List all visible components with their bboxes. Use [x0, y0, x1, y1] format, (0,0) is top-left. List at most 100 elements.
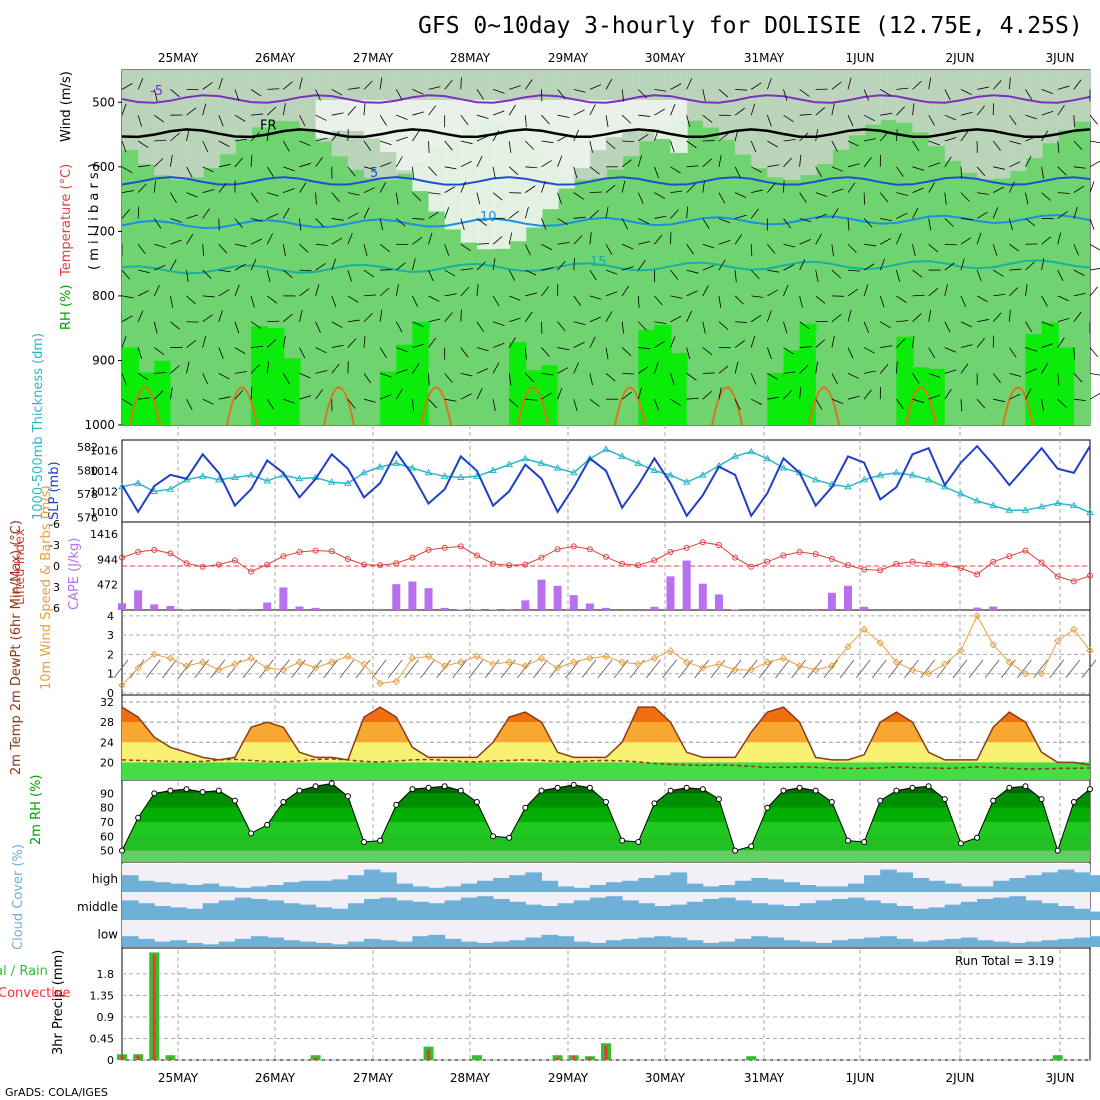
- wind-barb: [347, 192, 360, 196]
- wind-barb: [379, 243, 390, 252]
- precip-tick: 1.35: [90, 989, 115, 1002]
- wind-barb-10m: [178, 659, 193, 679]
- wind-barb: [202, 103, 207, 116]
- cloud-low-bar: [251, 936, 268, 947]
- wind-barb: [170, 154, 173, 167]
- cloud-middle-bar: [364, 899, 381, 920]
- wind-barb: [799, 218, 812, 223]
- wind-barb: [444, 166, 457, 170]
- wind-marker: [537, 654, 546, 662]
- wind-barb: [121, 209, 131, 219]
- wind-barb: [896, 398, 904, 410]
- lifted-marker: [812, 551, 819, 558]
- wind-barb: [315, 218, 325, 228]
- rh-marker: [538, 787, 545, 794]
- wind-barb: [186, 295, 196, 305]
- wind-barb: [1009, 287, 1019, 297]
- wind-barb: [734, 129, 739, 142]
- wind-barb: [202, 269, 212, 279]
- wind-barb: [250, 238, 263, 245]
- wind-barb: [234, 157, 244, 168]
- wind-barb: [799, 154, 802, 167]
- wind-barb: [783, 180, 785, 193]
- cloud-high-bar: [170, 883, 188, 892]
- lifted-marker: [683, 544, 690, 551]
- wind-barb: [1057, 337, 1065, 348]
- wind-barb: [234, 371, 247, 374]
- lifted-tick: -3: [49, 539, 60, 552]
- cape-bar: [650, 606, 659, 610]
- cloud-middle-bar: [541, 906, 559, 920]
- rh-moist-column: [1057, 347, 1075, 425]
- precip-total-bar: [1052, 1055, 1063, 1060]
- wind-barb: [347, 338, 357, 348]
- wind-barb: [960, 218, 973, 221]
- wind-barb: [557, 242, 570, 245]
- rh-moist-column: [315, 350, 333, 425]
- wind-barb: [928, 347, 936, 359]
- cloud-high-bar: [444, 886, 462, 892]
- wind-barb: [573, 321, 586, 326]
- wind-barb: [218, 244, 228, 254]
- wind-barb: [347, 87, 360, 90]
- wind-barb: [993, 166, 1006, 170]
- rh-dry-band: [218, 70, 236, 155]
- wind-barb: [815, 233, 822, 245]
- cape-bar: [279, 587, 288, 610]
- cloud-low-bar: [993, 941, 1010, 947]
- wind-barb: [912, 269, 923, 278]
- wind-barb: [1008, 309, 1011, 322]
- wind-barb: [444, 269, 456, 277]
- wind-barb: [718, 321, 729, 330]
- wind-barb: [396, 136, 408, 142]
- wind-barb: [847, 269, 860, 272]
- wind-barb: [637, 192, 644, 204]
- cloud-middle-bar: [202, 903, 220, 920]
- rh-marker: [715, 796, 722, 803]
- wind-ylabel-text: 10m Wind Speed & Barbs (m/s): [39, 485, 54, 690]
- rh-marker: [441, 783, 448, 790]
- lifted-marker: [586, 546, 593, 553]
- wind-barb: [912, 103, 915, 116]
- wind-barb: [928, 287, 939, 297]
- wind-barb: [460, 309, 462, 322]
- wind-barb: [670, 336, 676, 348]
- wind-barb: [831, 140, 838, 152]
- wind-barb: [879, 192, 889, 203]
- wind-barb: [234, 89, 240, 101]
- wind-barb: [460, 114, 469, 126]
- wind-marker: [118, 681, 126, 689]
- wind-barb: [266, 166, 275, 178]
- rh-dry-band: [267, 70, 285, 121]
- wind-barb: [1089, 267, 1100, 271]
- rh-marker: [683, 784, 690, 791]
- cloud-low-bar: [831, 940, 849, 947]
- cloud-high-bar: [380, 872, 397, 892]
- wind-barb: [1089, 160, 1100, 168]
- wind-barb: [637, 321, 647, 331]
- rh-very-dry-band: [428, 100, 446, 212]
- wind-barb: [283, 188, 295, 194]
- wind-barb: [412, 111, 425, 116]
- cape-bar: [311, 607, 320, 610]
- thickness-marker: [327, 478, 336, 485]
- wind-barb: [863, 389, 872, 400]
- cape-bar: [118, 603, 126, 610]
- wind-barb: [363, 312, 373, 323]
- thickness-marker: [957, 489, 965, 497]
- wind-barb: [331, 112, 344, 116]
- cloud-high-bar: [251, 886, 268, 892]
- wind-barb: [347, 166, 356, 177]
- wind-barb: [444, 398, 457, 402]
- rh-marker: [522, 804, 529, 811]
- cloud-high-bar: [476, 880, 494, 892]
- wind-barb: [783, 243, 796, 248]
- wind-barb: [767, 396, 780, 400]
- wind-barb: [686, 140, 697, 149]
- wind-barb: [347, 232, 353, 245]
- wind-barb: [992, 269, 1004, 277]
- wind-marker: [763, 658, 772, 666]
- wind-marker: [924, 670, 933, 678]
- wind-barb: [363, 166, 376, 171]
- wind-barb: [750, 140, 757, 153]
